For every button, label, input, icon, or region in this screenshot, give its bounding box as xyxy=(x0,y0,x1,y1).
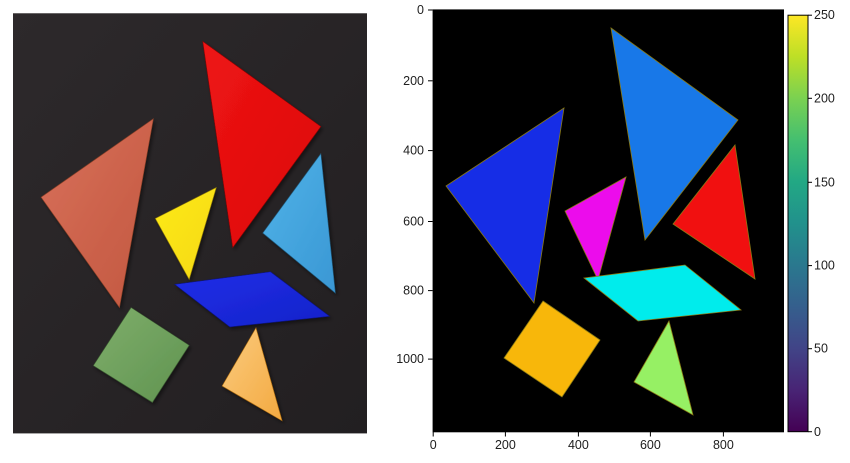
svg-text:200: 200 xyxy=(495,438,516,452)
svg-text:150: 150 xyxy=(814,175,835,189)
svg-text:600: 600 xyxy=(403,215,424,229)
svg-text:400: 400 xyxy=(568,438,589,452)
svg-text:1000: 1000 xyxy=(396,352,424,366)
svg-text:0: 0 xyxy=(814,425,821,439)
svg-text:0: 0 xyxy=(417,3,424,17)
svg-text:200: 200 xyxy=(403,74,424,88)
svg-text:50: 50 xyxy=(814,342,828,356)
svg-text:600: 600 xyxy=(640,438,661,452)
svg-text:800: 800 xyxy=(713,438,734,452)
svg-text:250: 250 xyxy=(814,8,835,22)
svg-text:0: 0 xyxy=(430,438,437,452)
svg-text:400: 400 xyxy=(403,144,424,158)
svg-text:800: 800 xyxy=(403,284,424,298)
svg-text:200: 200 xyxy=(814,91,835,105)
svg-text:100: 100 xyxy=(814,259,835,273)
